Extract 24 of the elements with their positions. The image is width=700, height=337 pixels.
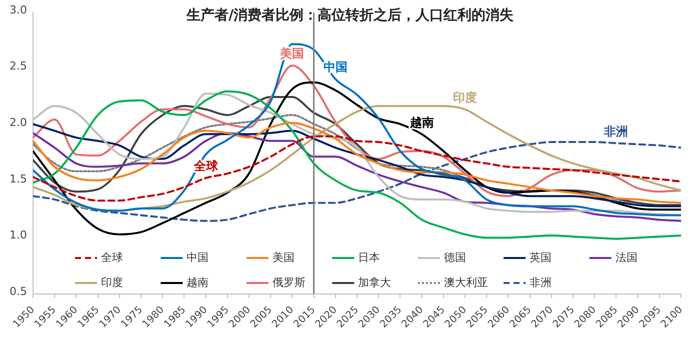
legend-label: 全球 — [101, 250, 123, 264]
legend-label: 越南 — [186, 276, 209, 289]
legend-label: 日本 — [358, 250, 380, 264]
y-tick-label: 2.0 — [10, 116, 27, 130]
legend-label: 加拿大 — [358, 276, 392, 289]
y-tick-label: 3.0 — [10, 3, 27, 16]
legend-label: 法国 — [615, 250, 638, 264]
legend-label: 美国 — [272, 250, 294, 264]
annotation: 印度 — [453, 90, 477, 105]
y-tick-label: 1.0 — [10, 228, 27, 242]
legend-label: 英国 — [530, 250, 552, 264]
y-tick-label: 0.5 — [10, 284, 27, 298]
legend-label: 德国 — [444, 250, 466, 264]
legend-label: 印度 — [101, 276, 123, 289]
legend-label: 非洲 — [530, 276, 552, 289]
y-tick-label: 2.5 — [10, 60, 27, 73]
annotation: 越南 — [408, 115, 434, 130]
legend-label: 中国 — [186, 250, 209, 264]
line-series — [33, 43, 681, 216]
y-tick-label: 1.5 — [10, 172, 27, 186]
annotation: 非洲 — [603, 124, 628, 138]
chart-title: 生产者/消费者比例：高位转折之后，人口红利的消失 — [185, 6, 515, 24]
legend-label: 澳大利亚 — [444, 276, 488, 289]
legend-label: 俄罗斯 — [272, 276, 306, 289]
